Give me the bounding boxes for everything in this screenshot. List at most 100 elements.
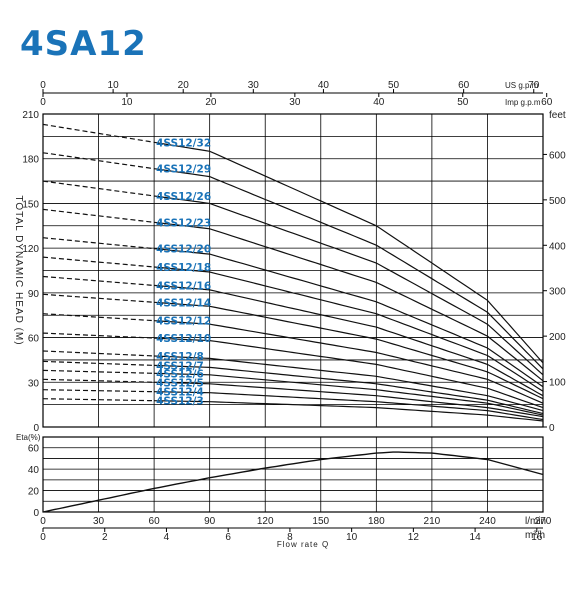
lmin-tick: 180 — [368, 516, 385, 527]
head-curve-5 — [154, 266, 544, 392]
head-curve-6 — [154, 284, 544, 397]
feet-tick: 600 — [549, 150, 566, 161]
head-curve-2 — [154, 195, 544, 376]
head-curve-1 — [154, 168, 544, 370]
m3h-tick: 4 — [164, 532, 170, 543]
head-y-tick: 120 — [22, 244, 39, 255]
model-label: 4SS12/7 — [156, 360, 204, 372]
model-label: 4SS12/18 — [156, 262, 211, 274]
head-curve-dashed-2 — [42, 180, 155, 197]
us-gpm-tick: 20 — [178, 80, 190, 91]
imp-gpm-tick: 50 — [457, 97, 469, 108]
efficiency-curve — [42, 451, 544, 513]
model-label: 4SS12/20 — [156, 244, 211, 256]
us-gpm-tick: 70 — [528, 80, 540, 91]
model-label: 4SS12/29 — [156, 164, 211, 176]
m3h-unit: m³/h — [525, 530, 545, 541]
eta-y-tick: 60 — [28, 444, 40, 455]
us-gpm-tick: 50 — [388, 80, 400, 91]
model-label: 4SS12/32 — [156, 137, 211, 149]
us-gpm-tick: 0 — [40, 80, 46, 91]
model-label: 4SS12/23 — [156, 217, 211, 229]
head-y-tick: 60 — [28, 334, 40, 345]
lmin-tick: 240 — [479, 516, 496, 527]
imp-gpm-tick: 0 — [40, 97, 46, 108]
model-label: 4SS12/16 — [156, 280, 211, 292]
m3h-tick: 12 — [408, 532, 420, 543]
eta-y-tick: 20 — [28, 487, 40, 498]
feet-unit: feet — [549, 110, 566, 121]
model-label: 4SS12/8 — [156, 351, 204, 363]
head-curve-dashed-9 — [42, 332, 155, 339]
model-label: 4SS12/3 — [156, 396, 204, 408]
chart-title: 4SA12 — [20, 24, 147, 64]
head-curve-dashed-8 — [42, 313, 155, 322]
feet-tick: 300 — [549, 287, 566, 298]
head-y-tick: 30 — [28, 378, 40, 389]
m3h-tick: 10 — [346, 532, 358, 543]
head-y-tick: 180 — [22, 155, 39, 166]
lmin-tick: 60 — [149, 516, 161, 527]
head-curve-dashed-13 — [42, 378, 155, 383]
model-label: 4SS12/26 — [156, 191, 211, 203]
head-curve-0 — [154, 141, 544, 364]
head-curve-dashed-1 — [42, 152, 155, 170]
model-label: 4SS12/6 — [156, 368, 204, 380]
lmin-tick: 30 — [93, 516, 105, 527]
head-curve-3 — [154, 221, 544, 382]
eta-y-tick: 0 — [33, 508, 39, 519]
head-curve-dashed-12 — [42, 369, 155, 374]
us-gpm-tick: 60 — [458, 80, 470, 91]
head-curve-dashed-4 — [42, 237, 155, 250]
m3h-tick: 16 — [531, 532, 543, 543]
head-curve-dashed-0 — [42, 123, 155, 143]
feet-tick: 0 — [549, 423, 555, 434]
head-y-tick: 150 — [22, 199, 39, 210]
eta-y-label: Eta(%) — [16, 433, 41, 442]
head-curve-7 — [154, 301, 544, 400]
lmin-unit: l/min — [525, 516, 546, 527]
imp-gpm-tick: 60 — [541, 97, 553, 108]
eta-plot-frame — [42, 436, 544, 513]
lmin-tick: 210 — [424, 516, 441, 527]
lmin-tick: 90 — [204, 516, 216, 527]
feet-tick: 100 — [549, 378, 566, 389]
feet-tick: 200 — [549, 332, 566, 343]
head-y-tick: 210 — [22, 110, 39, 121]
imp-gpm-unit: Imp g.p.m — [505, 98, 541, 107]
lmin-tick: 120 — [257, 516, 274, 527]
m3h-tick: 0 — [40, 532, 46, 543]
feet-tick: 400 — [549, 241, 566, 252]
lmin-tick: 270 — [535, 516, 552, 527]
head-y-tick: 90 — [28, 289, 40, 300]
eta-y-tick: 40 — [28, 465, 40, 476]
head-y-tick: 0 — [33, 423, 39, 434]
model-label: 4SS12/5 — [156, 377, 204, 389]
x-axis-label: Flow rate Q — [277, 540, 329, 549]
model-label: 4SS12/10 — [156, 333, 211, 345]
us-gpm-tick: 10 — [108, 80, 120, 91]
imp-gpm-tick: 40 — [373, 97, 385, 108]
head-curve-12 — [154, 372, 544, 416]
us-gpm-tick: 40 — [318, 80, 330, 91]
head-curve-9 — [154, 337, 544, 409]
head-curve-dashed-5 — [42, 256, 155, 268]
head-curve-4 — [154, 248, 544, 388]
model-label: 4SS12/14 — [156, 297, 211, 309]
us-gpm-unit: US g.p.m — [505, 81, 539, 90]
m3h-tick: 8 — [287, 532, 293, 543]
head-curve-11 — [154, 364, 544, 415]
head-curve-15 — [154, 400, 544, 422]
head-y-label: TOTAL DYNAMIC HEAD (M) — [13, 195, 24, 345]
model-label: 4SS12/12 — [156, 316, 211, 328]
head-curve-dashed-15 — [42, 398, 155, 402]
head-curve-14 — [154, 391, 544, 421]
imp-gpm-tick: 20 — [205, 97, 217, 108]
head-curve-dashed-10 — [42, 350, 155, 357]
head-curve-dashed-6 — [42, 275, 155, 286]
m3h-tick: 6 — [225, 532, 231, 543]
head-curve-13 — [154, 381, 544, 418]
lmin-tick: 150 — [312, 516, 329, 527]
head-curve-dashed-14 — [42, 389, 155, 393]
